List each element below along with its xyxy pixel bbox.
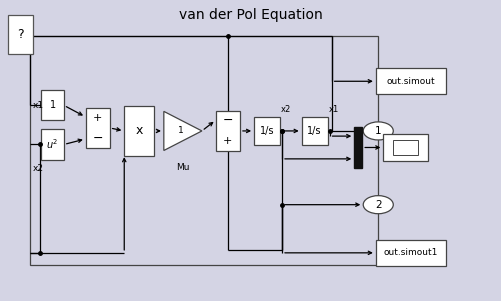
Text: x1: x1: [33, 101, 44, 110]
Text: 1/s: 1/s: [308, 126, 322, 136]
Text: out.simout: out.simout: [386, 77, 435, 86]
Text: +: +: [223, 136, 232, 146]
Text: x: x: [136, 124, 143, 138]
FancyBboxPatch shape: [86, 108, 110, 148]
FancyBboxPatch shape: [376, 69, 446, 94]
Text: 1/s: 1/s: [260, 126, 274, 136]
Text: 1: 1: [50, 100, 56, 110]
Text: van der Pol Equation: van der Pol Equation: [179, 8, 322, 22]
Text: $u^2$: $u^2$: [47, 138, 59, 151]
Circle shape: [363, 122, 393, 140]
Text: −: −: [223, 114, 233, 127]
FancyBboxPatch shape: [124, 106, 154, 156]
FancyBboxPatch shape: [41, 129, 64, 160]
FancyBboxPatch shape: [302, 117, 328, 145]
Text: −: −: [93, 132, 103, 144]
Text: 2: 2: [375, 200, 382, 210]
FancyBboxPatch shape: [393, 140, 418, 155]
Text: 1: 1: [375, 126, 382, 136]
Text: Mu: Mu: [176, 163, 189, 172]
Text: x2: x2: [33, 164, 44, 173]
Text: ?: ?: [17, 28, 24, 41]
FancyBboxPatch shape: [254, 117, 280, 145]
FancyBboxPatch shape: [41, 90, 64, 120]
FancyBboxPatch shape: [354, 127, 362, 168]
Polygon shape: [164, 111, 202, 150]
Text: 1: 1: [177, 126, 183, 135]
FancyBboxPatch shape: [376, 240, 446, 265]
Text: x1: x1: [329, 105, 339, 113]
FancyBboxPatch shape: [216, 111, 240, 151]
Text: out.simout1: out.simout1: [384, 248, 438, 257]
FancyBboxPatch shape: [383, 134, 428, 161]
Text: x2: x2: [281, 105, 291, 113]
FancyBboxPatch shape: [8, 15, 33, 54]
Circle shape: [363, 196, 393, 214]
Text: +: +: [93, 113, 102, 123]
